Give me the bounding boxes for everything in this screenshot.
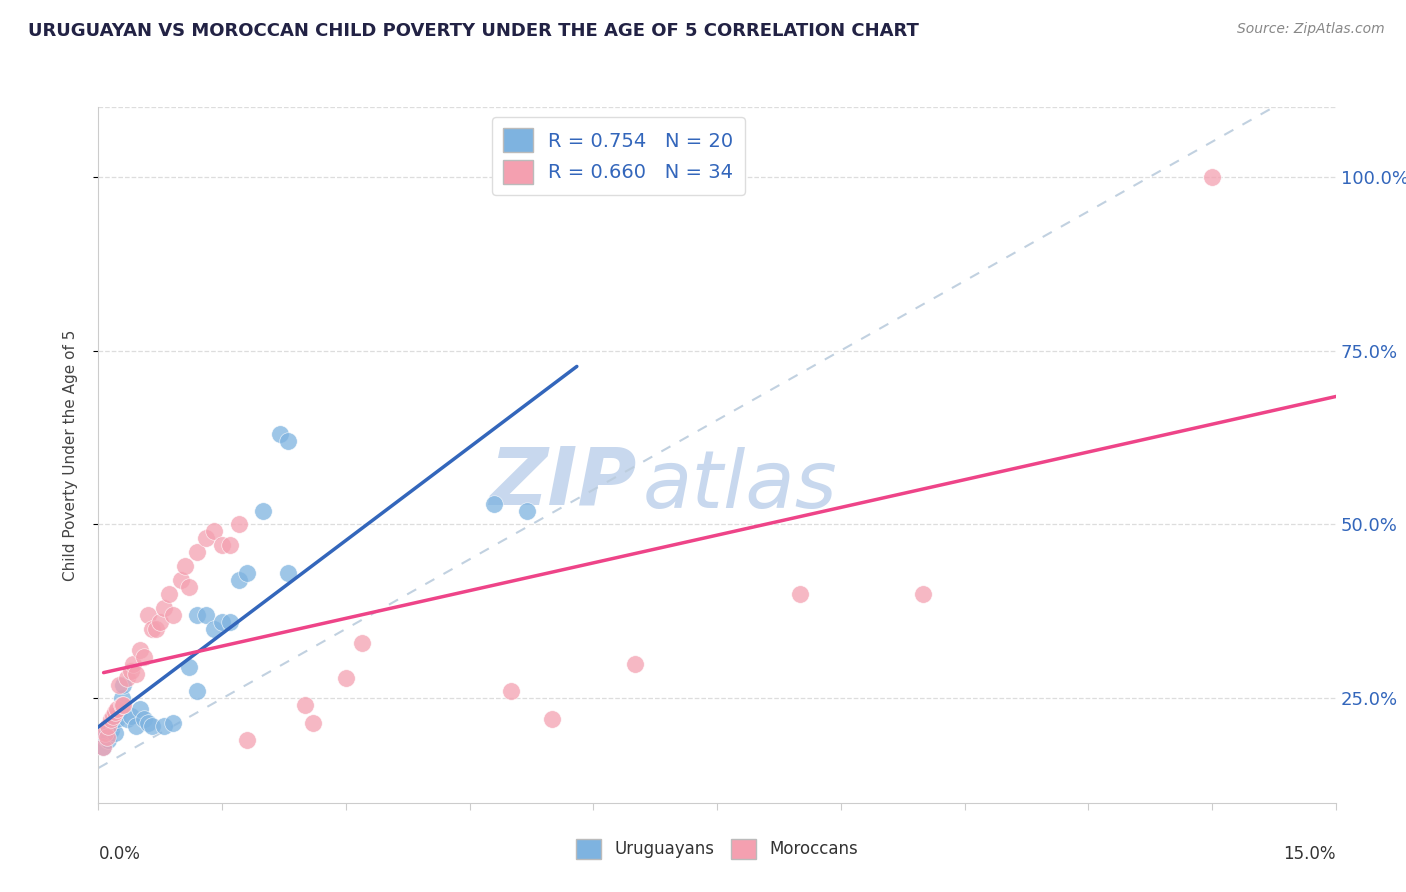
Text: 15.0%: 15.0% (1284, 845, 1336, 863)
Point (294, 698, 316, 713)
Point (228, 517, 250, 532)
Point (132, 649, 155, 664)
Point (97, 733, 120, 747)
Point (136, 607, 159, 622)
Text: URUGUAYAN VS MOROCCAN CHILD POVERTY UNDER THE AGE OF 5 CORRELATION CHART: URUGUAYAN VS MOROCCAN CHILD POVERTY UNDE… (28, 22, 920, 40)
Point (219, 615, 242, 629)
Point (541, 712, 564, 726)
Text: ZIP: ZIP (489, 443, 637, 522)
Point (103, 708, 125, 723)
Point (149, 615, 172, 629)
Point (912, 587, 935, 601)
Point (108, 677, 131, 691)
Point (97, 719, 120, 733)
Point (162, 715, 184, 730)
Point (179, 580, 201, 594)
Point (202, 524, 225, 539)
Point (202, 622, 225, 636)
Point (104, 706, 127, 720)
Point (120, 664, 142, 678)
Point (277, 434, 299, 448)
Point (179, 660, 201, 674)
Point (128, 642, 150, 657)
Point (302, 715, 325, 730)
Point (120, 708, 142, 723)
Point (122, 657, 145, 671)
Point (228, 573, 250, 587)
Point (117, 712, 139, 726)
Point (112, 677, 135, 691)
Point (499, 684, 522, 698)
Point (252, 503, 274, 517)
Point (153, 601, 176, 615)
Point (194, 532, 217, 546)
Point (186, 545, 208, 559)
Point (484, 497, 506, 511)
Point (170, 573, 193, 587)
Point (236, 566, 259, 581)
Point (516, 503, 538, 517)
Point (186, 607, 208, 622)
Point (94, 726, 117, 740)
Point (186, 684, 208, 698)
Point (108, 706, 131, 720)
Point (103, 715, 125, 730)
Point (335, 671, 357, 685)
Legend: R = 0.754   N = 20, R = 0.660   N = 34: R = 0.754 N = 20, R = 0.660 N = 34 (492, 117, 745, 195)
Point (236, 733, 259, 747)
Point (100, 723, 122, 737)
Point (94, 730, 117, 744)
Point (105, 702, 128, 716)
Point (211, 615, 233, 629)
Point (132, 712, 155, 726)
Point (96, 730, 118, 744)
Point (100, 712, 122, 726)
Point (194, 607, 217, 622)
Point (124, 667, 146, 681)
Point (91, 740, 114, 755)
Point (162, 607, 184, 622)
Point (277, 566, 299, 581)
Point (211, 538, 233, 552)
Point (141, 719, 163, 733)
Point (352, 636, 374, 650)
Point (141, 622, 163, 636)
Point (1201, 169, 1223, 184)
Point (91, 740, 114, 755)
Point (110, 698, 132, 713)
Point (145, 622, 167, 636)
Point (623, 657, 645, 671)
Point (153, 719, 176, 733)
Point (124, 719, 146, 733)
Legend: Uruguayans, Moroccans: Uruguayans, Moroccans (569, 832, 865, 866)
Point (110, 691, 132, 706)
Point (174, 559, 197, 574)
Point (104, 726, 127, 740)
Point (117, 671, 139, 685)
Point (269, 427, 291, 442)
Point (112, 698, 135, 713)
Text: 0.0%: 0.0% (98, 845, 141, 863)
Point (157, 587, 180, 601)
Point (789, 587, 811, 601)
Y-axis label: Child Poverty Under the Age of 5: Child Poverty Under the Age of 5 (63, 329, 77, 581)
Point (128, 702, 150, 716)
Point (219, 538, 242, 552)
Text: atlas: atlas (643, 447, 838, 525)
Point (96, 726, 118, 740)
Text: Source: ZipAtlas.com: Source: ZipAtlas.com (1237, 22, 1385, 37)
Point (105, 712, 128, 726)
Point (136, 715, 159, 730)
